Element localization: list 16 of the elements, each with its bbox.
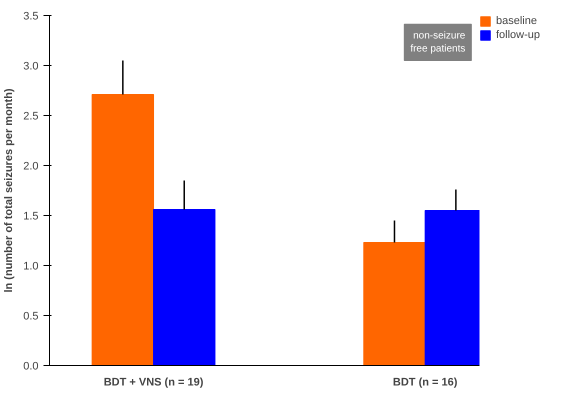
y-axis-title: ln (number of total seizures per month)	[3, 88, 16, 293]
bar	[92, 94, 154, 366]
y-tick-label: 1.0	[23, 260, 39, 272]
y-tick-label: 0.0	[23, 360, 39, 372]
x-tick-label: BDT + VNS (n = 19)	[104, 376, 204, 388]
x-tick-label: BDT (n = 16)	[392, 376, 458, 388]
y-tick-label: 1.5	[23, 210, 39, 222]
bar	[363, 242, 426, 366]
y-tick-label: 3.0	[23, 60, 39, 72]
legend-label: follow-up	[496, 29, 540, 41]
annotation: non-seizure free patients	[410, 30, 466, 54]
y-tick-label: 2.0	[23, 160, 39, 172]
y-tick-label: 0.5	[23, 310, 39, 322]
y-tick-label: 3.5	[23, 10, 39, 22]
legend-label: baseline	[496, 15, 537, 27]
y-tick-label: 2.5	[23, 110, 39, 122]
